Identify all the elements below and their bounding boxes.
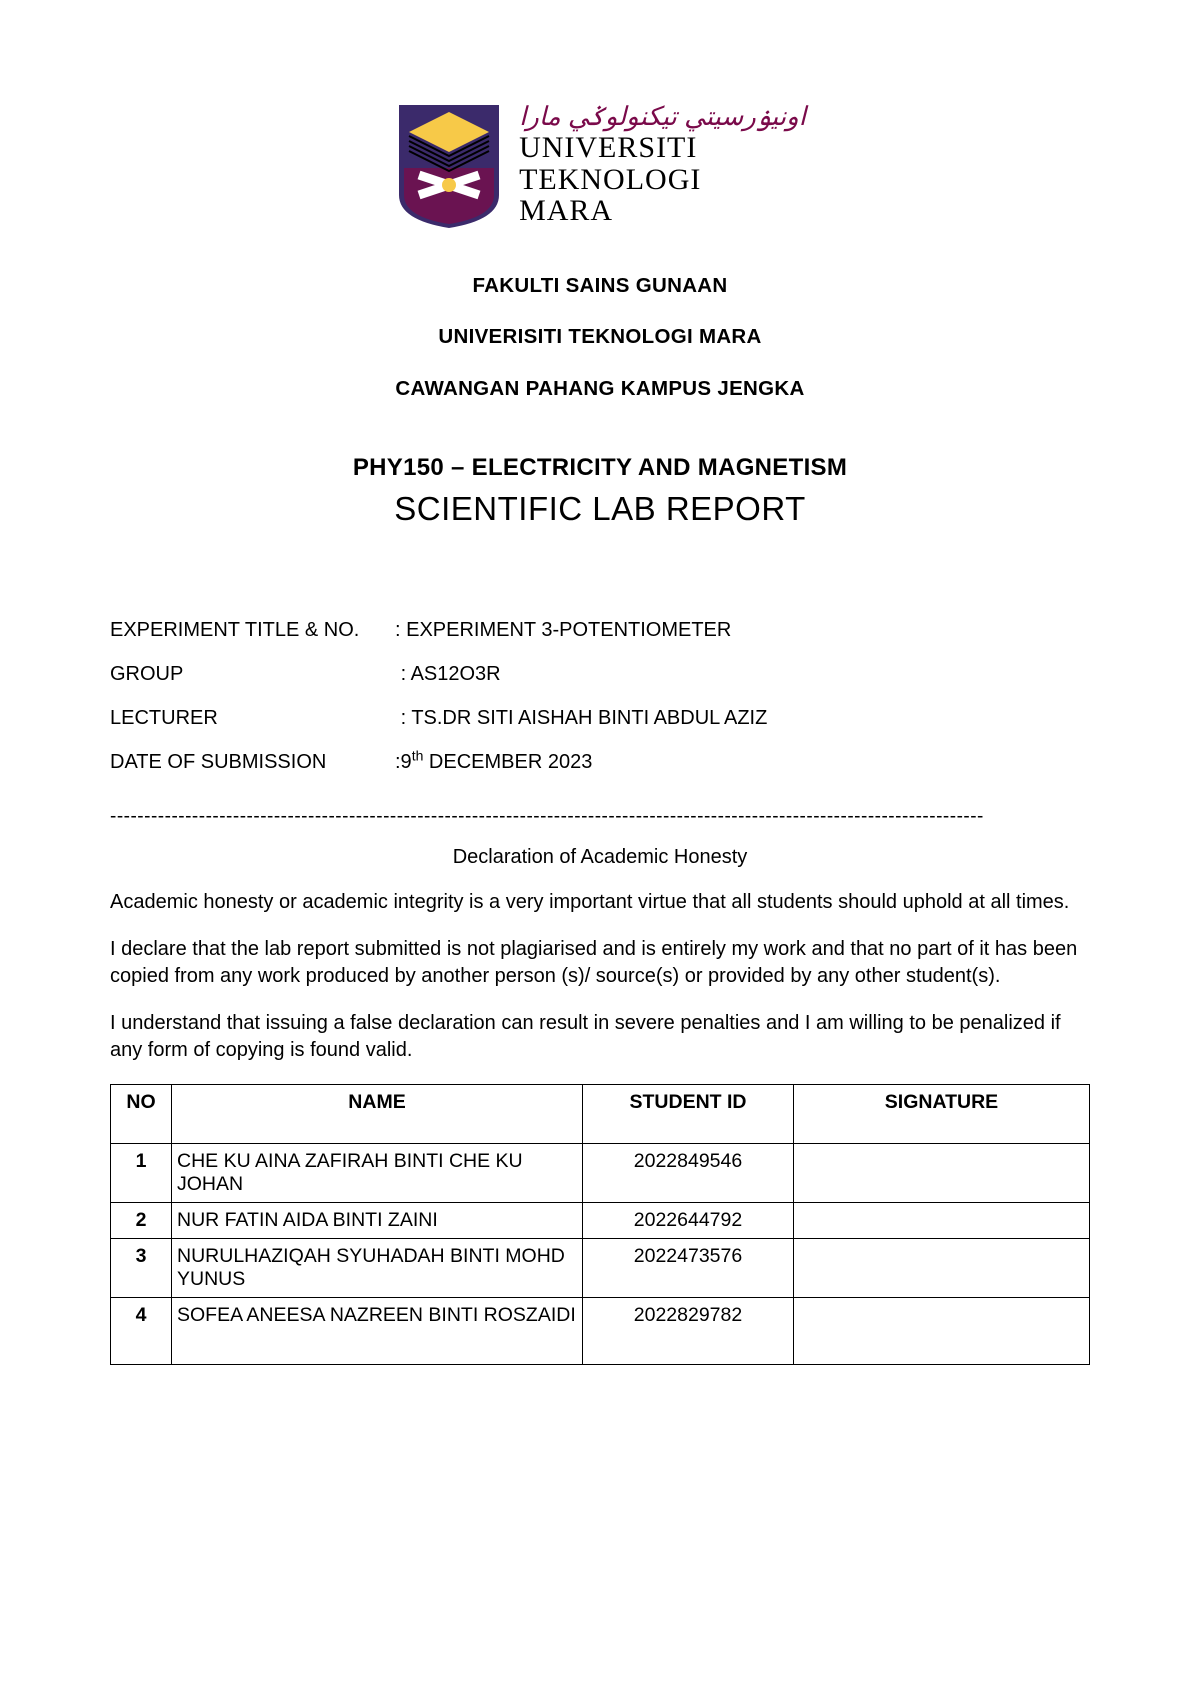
logo-text-block: اونيۏرسيتي تيكنولوݢي مارا UNIVERSITI TEK… [519,103,806,227]
cell-sig [794,1202,1090,1238]
uitm-shield-icon [394,100,504,230]
declaration-title: Declaration of Academic Honesty [110,846,1090,869]
faculty-line3: CAWANGAN PAHANG KAMPUS JENGKA [110,363,1090,414]
logo-line2: TEKNOLOGI [519,164,701,196]
cell-name: CHE KU AINA ZAFIRAH BINTI CHE KU JOHAN [172,1143,583,1202]
field-group: GROUP : AS12O3R [110,652,1090,696]
field-lecturer-value: : TS.DR SITI AISHAH BINTI ABDUL AZIZ [395,696,767,740]
cell-sig [794,1297,1090,1364]
field-group-value: : AS12O3R [395,652,501,696]
faculty-header: FAKULTI SAINS GUNAAN UNIVERISITI TEKNOLO… [110,260,1090,414]
table-row: 4SOFEA ANEESA NAZREEN BINTI ROSZAIDI2022… [111,1297,1090,1364]
field-date: DATE OF SUBMISSION :9th DECEMBER 2023 [110,740,1090,784]
logo-area: اونيۏرسيتي تيكنولوݢي مارا UNIVERSITI TEK… [110,100,1090,230]
table-row: 3NURULHAZIQAH SYUHADAH BINTI MOHD YUNUS2… [111,1238,1090,1297]
faculty-line2: UNIVERISITI TEKNOLOGI MARA [110,311,1090,362]
cell-id: 2022644792 [583,1202,794,1238]
logo-line3: MARA [519,195,613,227]
cell-no: 4 [111,1297,172,1364]
report-fields: EXPERIMENT TITLE & NO. : EXPERIMENT 3-PO… [110,608,1090,784]
logo-jawi-script: اونيۏرسيتي تيكنولوݢي مارا [519,103,806,130]
th-no: NO [111,1084,172,1143]
declaration-p3: I understand that issuing a false declar… [110,1010,1090,1064]
cell-no: 1 [111,1143,172,1202]
field-date-value: :9th DECEMBER 2023 [395,740,592,784]
cell-name: NUR FATIN AIDA BINTI ZAINI [172,1202,583,1238]
field-group-label: GROUP [110,652,395,696]
cell-name: SOFEA ANEESA NAZREEN BINTI ROSZAIDI [172,1297,583,1364]
faculty-line1: FAKULTI SAINS GUNAAN [110,260,1090,311]
students-table: NO NAME STUDENT ID SIGNATURE 1CHE KU AIN… [110,1084,1090,1365]
cell-id: 2022829782 [583,1297,794,1364]
field-date-label: DATE OF SUBMISSION [110,740,395,784]
field-experiment-label: EXPERIMENT TITLE & NO. [110,608,395,652]
declaration-p2: I declare that the lab report submitted … [110,936,1090,990]
table-header-row: NO NAME STUDENT ID SIGNATURE [111,1084,1090,1143]
page: اونيۏرسيتي تيكنولوݢي مارا UNIVERSITI TEK… [0,0,1200,1695]
table-row: 1CHE KU AINA ZAFIRAH BINTI CHE KU JOHAN2… [111,1143,1090,1202]
cell-sig [794,1238,1090,1297]
field-experiment-value: : EXPERIMENT 3-POTENTIOMETER [395,608,731,652]
cell-id: 2022473576 [583,1238,794,1297]
field-experiment: EXPERIMENT TITLE & NO. : EXPERIMENT 3-PO… [110,608,1090,652]
cell-name: NURULHAZIQAH SYUHADAH BINTI MOHD YUNUS [172,1238,583,1297]
cell-sig [794,1143,1090,1202]
cell-no: 3 [111,1238,172,1297]
th-name: NAME [172,1084,583,1143]
cell-no: 2 [111,1202,172,1238]
th-id: STUDENT ID [583,1084,794,1143]
field-lecturer: LECTURER : TS.DR SITI AISHAH BINTI ABDUL… [110,696,1090,740]
th-sig: SIGNATURE [794,1084,1090,1143]
cell-id: 2022849546 [583,1143,794,1202]
field-lecturer-label: LECTURER [110,696,395,740]
table-row: 2NUR FATIN AIDA BINTI ZAINI2022644792 [111,1202,1090,1238]
declaration-p1: Academic honesty or academic integrity i… [110,889,1090,916]
report-main-title: SCIENTIFIC LAB REPORT [110,490,1090,528]
divider: ----------------------------------------… [110,806,1090,828]
course-code-title: PHY150 – ELECTRICITY AND MAGNETISM [110,454,1090,482]
logo-line1: UNIVERSITI [519,132,697,164]
